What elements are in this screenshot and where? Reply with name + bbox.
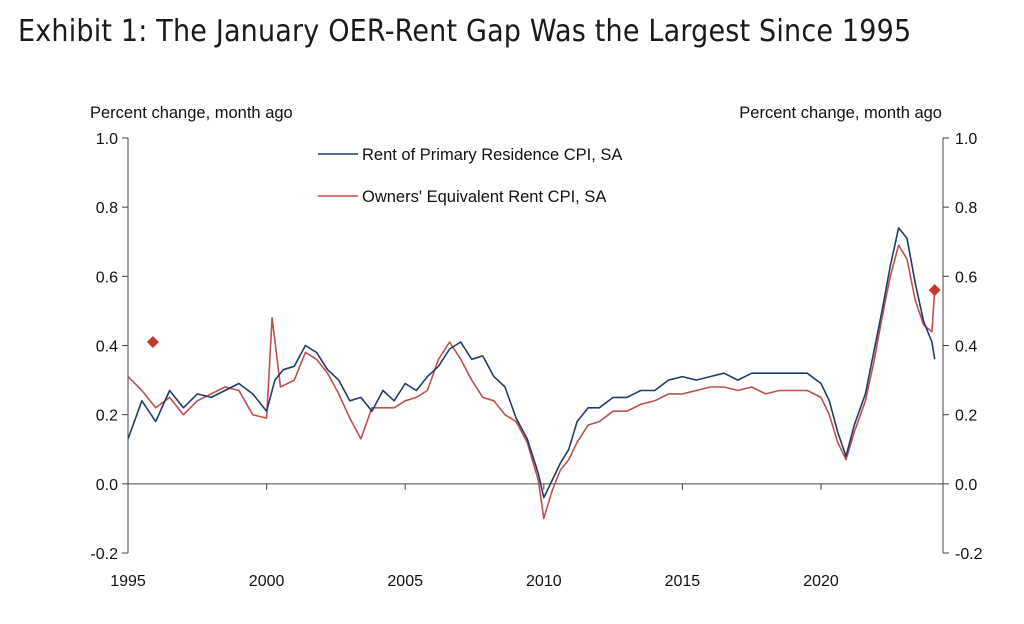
left-tick-label: 0.0 xyxy=(96,477,118,494)
left-tick-label: 0.2 xyxy=(96,408,118,425)
left-tick-label: 0.8 xyxy=(96,200,118,217)
right-tick-label: 0.2 xyxy=(955,408,977,425)
right-tick-label: 0.6 xyxy=(955,269,977,286)
legend-label: Rent of Primary Residence CPI, SA xyxy=(362,146,622,164)
rent-series-line xyxy=(127,227,936,499)
right-tick-label: 0.4 xyxy=(955,339,977,356)
right-tick-label: 1.0 xyxy=(955,131,977,148)
left-tick-label: 0.4 xyxy=(96,339,118,356)
left-tick-label: 1.0 xyxy=(96,131,118,148)
left-tick-label: -0.2 xyxy=(90,546,118,563)
x-tick-label: 2000 xyxy=(249,573,285,590)
marker-points xyxy=(146,284,941,349)
series-lines xyxy=(127,227,936,520)
left-axis-label: Percent change, month ago xyxy=(90,104,293,122)
x-tick-label: 2020 xyxy=(803,573,839,590)
diamond-marker xyxy=(146,336,159,349)
right-tick-label: 0.0 xyxy=(955,477,977,494)
x-tick-label: 1995 xyxy=(110,573,146,590)
axes: 1.0 1.0 0.8 0.8 0.6 0.6 0.4 0.4 0.2 0.2 0.0 0.0 -0.2… xyxy=(90,131,982,590)
right-tick-label: -0.2 xyxy=(955,546,983,563)
x-tick-label: 2005 xyxy=(387,573,423,590)
legend-label: Owners' Equivalent Rent CPI, SA xyxy=(362,188,606,206)
x-tick-label: 2015 xyxy=(665,573,701,590)
chart-title: Exhibit 1: The January OER-Rent Gap Was … xyxy=(18,14,912,49)
right-tick-label: 0.8 xyxy=(955,200,977,217)
oer-series-line xyxy=(127,244,936,520)
left-tick-label: 0.6 xyxy=(96,269,118,286)
diamond-marker xyxy=(928,284,941,297)
legend: Rent of Primary Residence CPI, SA Owners'… xyxy=(318,146,622,206)
x-tick-label: 2010 xyxy=(526,573,562,590)
right-axis-label: Percent change, month ago xyxy=(739,104,942,122)
